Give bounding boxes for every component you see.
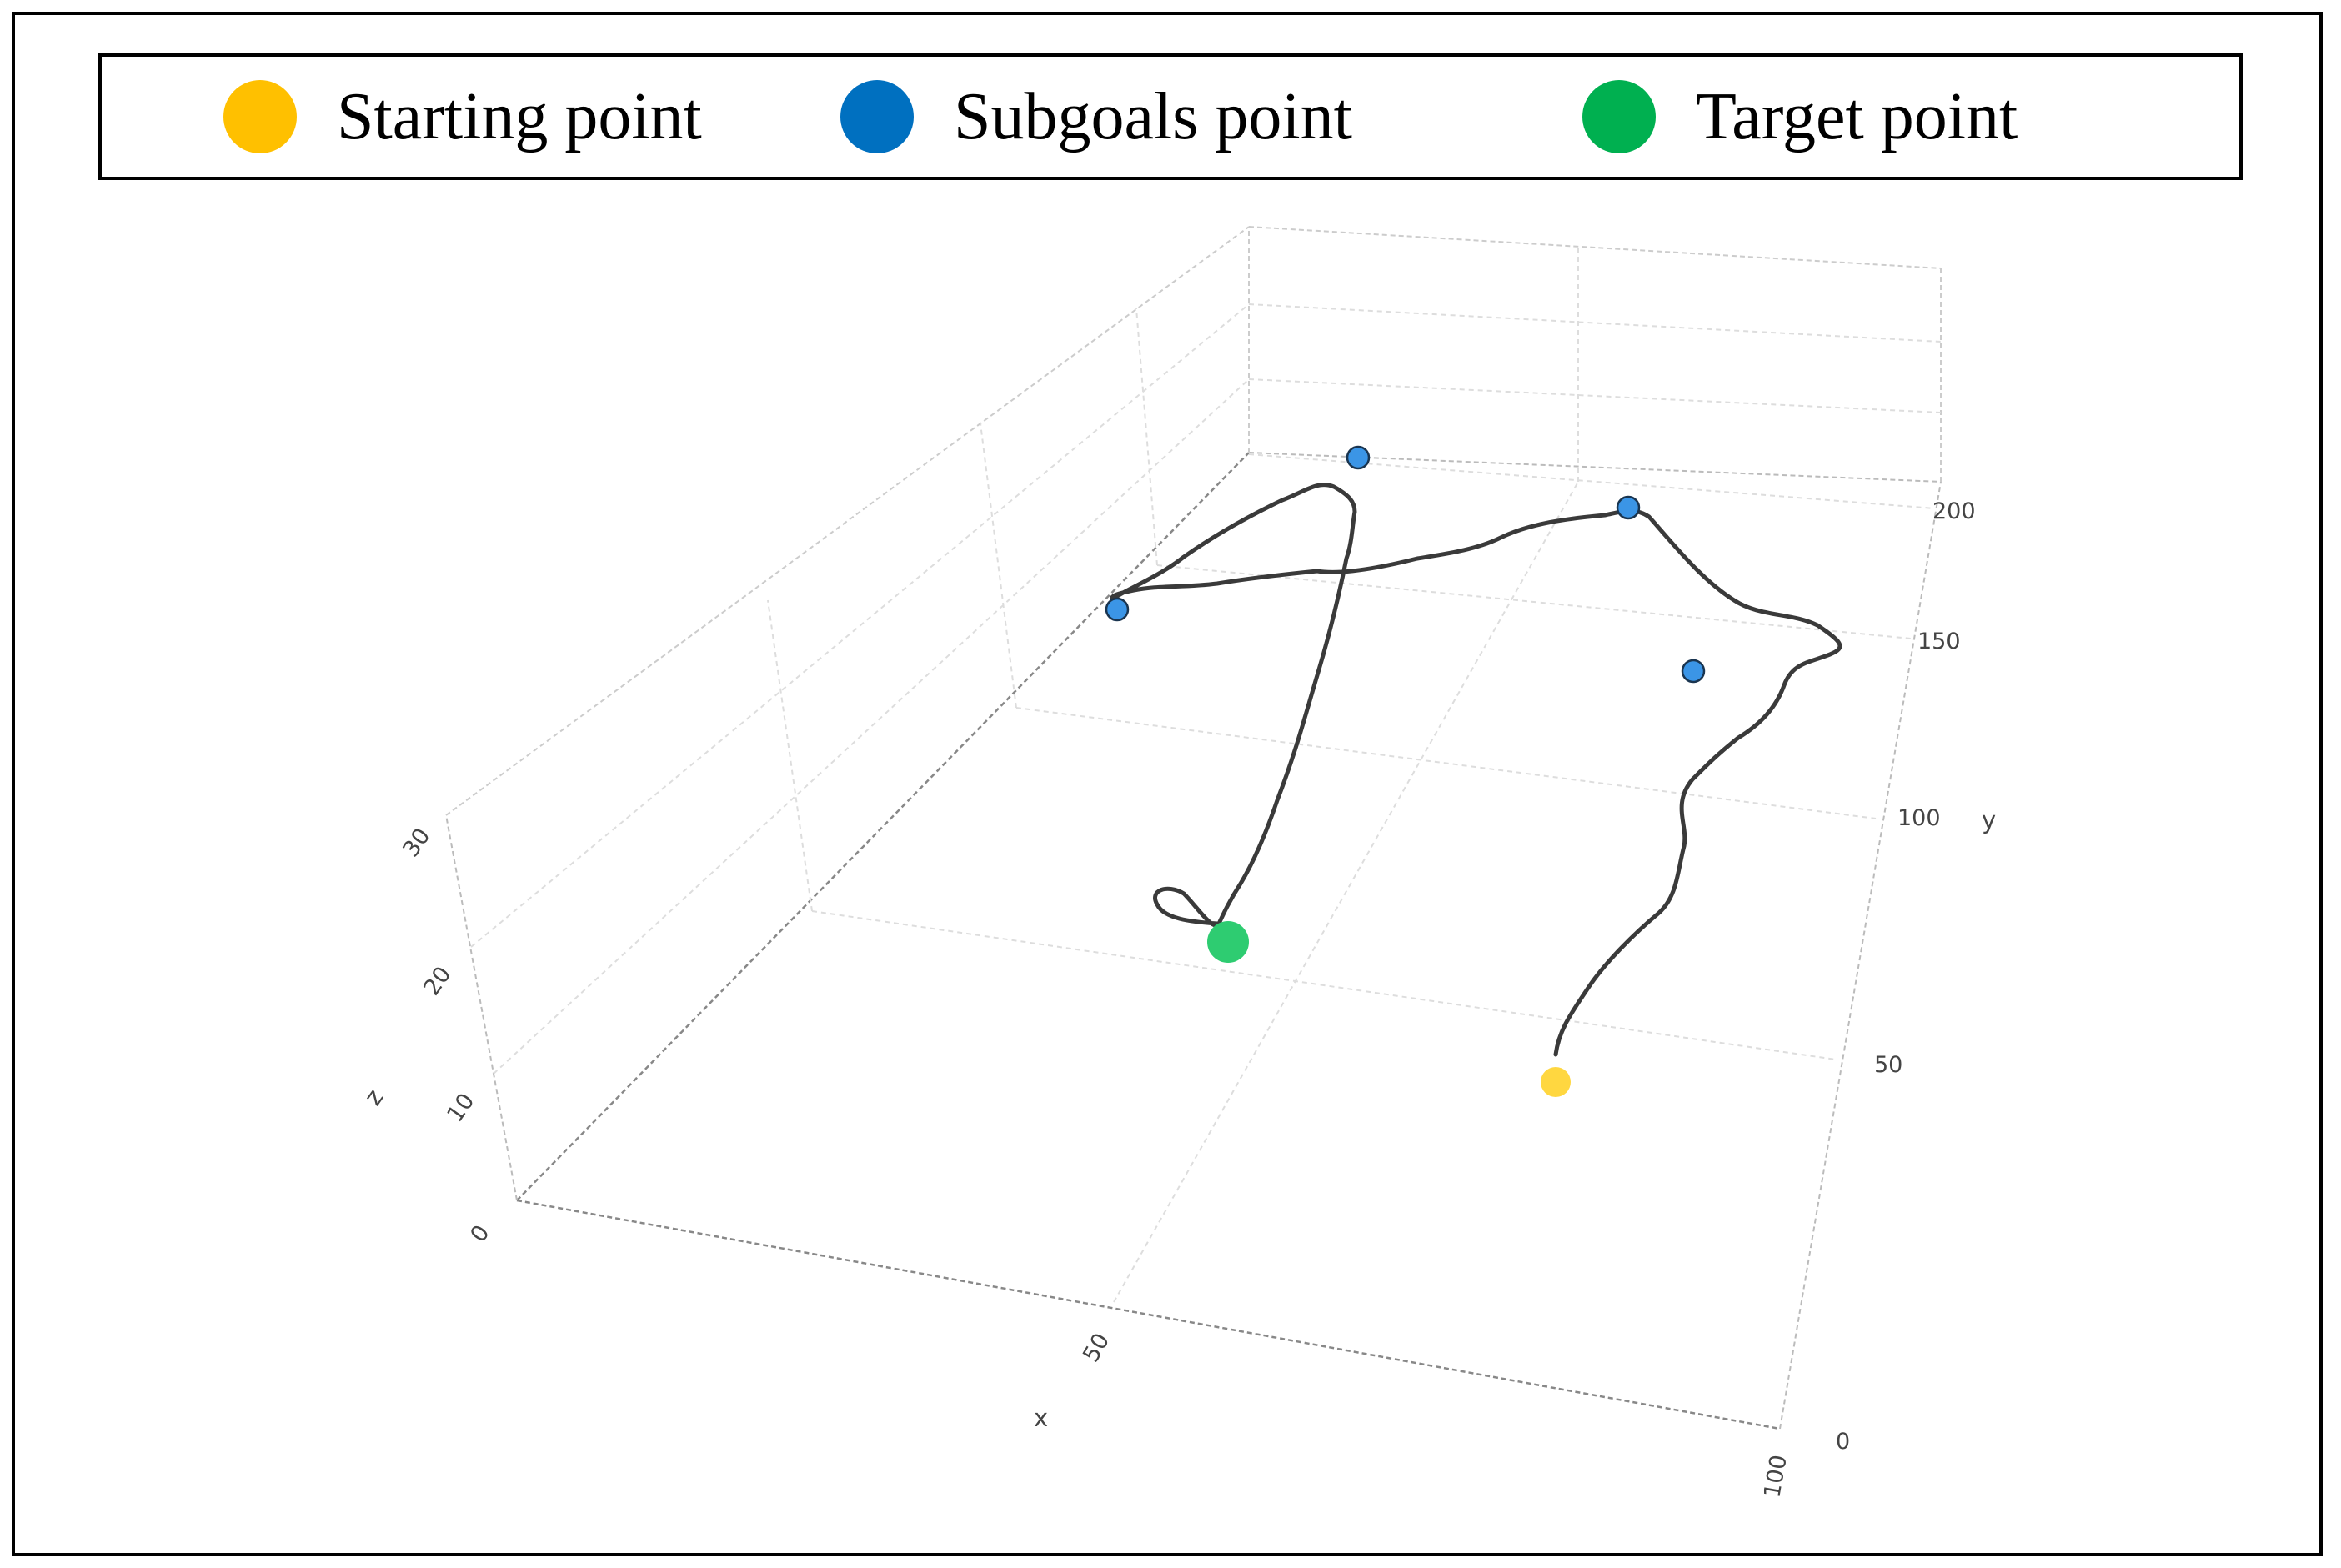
grid-layer (445, 226, 1942, 1430)
legend-label-target-point: Target point (1696, 79, 2018, 153)
floor-grid-x50 (1113, 481, 1579, 1303)
trajectory-line (1110, 483, 1842, 1057)
target-point-legend-marker (1582, 80, 1656, 153)
legend-label-subgoals-point: Subgoals point (954, 79, 1352, 153)
starting-point-marker (1541, 1067, 1571, 1097)
subgoal-marker-4 (1681, 659, 1706, 684)
floor-left-edge (516, 452, 1250, 1201)
floor-back-edge (1248, 452, 1942, 483)
z-tick-20: 20 (419, 962, 456, 1000)
top-back-edge (1248, 226, 1942, 269)
y-tick-50: 50 (1874, 1052, 1902, 1078)
y-tick-100: 100 (1897, 805, 1941, 831)
subgoal-marker-1 (1346, 445, 1371, 470)
left-wall-grid-y150 (1135, 308, 1158, 566)
floor-front-edge (516, 1199, 1781, 1430)
z-axis-title: z (358, 1084, 389, 1110)
z-axis-edge (445, 814, 518, 1201)
left-wall-grid-y100 (980, 423, 1017, 709)
floor-right-edge (1779, 481, 1942, 1430)
floor-grid-y100 (1015, 707, 1877, 819)
legend-item-subgoals-point: Subgoals point (840, 57, 1352, 177)
x-tick-100: 100 (1759, 1453, 1792, 1500)
z-tick-30: 30 (398, 824, 435, 862)
legend: Starting point Subgoals point Target poi… (98, 53, 2243, 180)
left-wall-grid-z10 (493, 378, 1250, 1075)
left-wall-grid-z20 (470, 303, 1250, 948)
target-point-marker (1207, 921, 1249, 963)
y-tick-150: 150 (1917, 629, 1961, 654)
z-tick-10: 10 (442, 1089, 479, 1127)
subgoal-marker-2 (1616, 495, 1641, 520)
legend-item-starting-point: Starting point (223, 57, 702, 177)
y-tick-200: 200 (1932, 498, 1976, 524)
floor-grid-y50 (811, 910, 1837, 1060)
starting-point-legend-marker (223, 80, 297, 153)
x-tick-50: 50 (1078, 1329, 1115, 1366)
subgoals-point-legend-marker (840, 80, 914, 153)
x-axis-title: x (1034, 1404, 1048, 1432)
z-tick-0: 0 (465, 1220, 494, 1247)
figure-frame (12, 12, 2323, 1556)
y-tick-0: 0 (1836, 1429, 1850, 1455)
floor-grid-y150 (1156, 564, 1912, 639)
legend-label-starting-point: Starting point (337, 79, 702, 153)
y-axis-title: y (1982, 806, 1996, 834)
left-wall-grid-y50 (767, 599, 813, 912)
top-left-edge (445, 226, 1250, 816)
back-wall-grid-z20 (1248, 303, 1942, 343)
legend-item-target-point: Target point (1582, 57, 2018, 177)
back-wall-grid-z10 (1248, 378, 1942, 413)
subgoal-marker-3 (1105, 597, 1130, 622)
